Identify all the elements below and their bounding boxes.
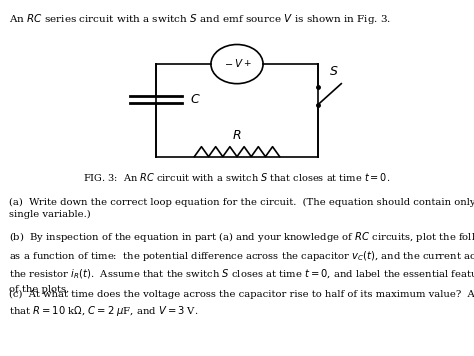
Text: (b)  By inspection of the equation in part (a) and your knowledge of $RC$ circui: (b) By inspection of the equation in par… [9,230,474,294]
Text: (a)  Write down the correct loop equation for the circuit.  (The equation should: (a) Write down the correct loop equation… [9,198,474,219]
Text: An $RC$ series circuit with a switch $S$ and emf source $V$ is shown in Fig. 3.: An $RC$ series circuit with a switch $S$… [9,12,392,26]
Text: $V$: $V$ [234,57,243,69]
Text: $C$: $C$ [190,93,201,106]
Text: $+$: $+$ [243,58,252,68]
Text: $R$: $R$ [232,129,242,142]
Text: (c)  At what time does the voltage across the capacitor rise to half of its maxi: (c) At what time does the voltage across… [9,290,474,318]
Text: $S$: $S$ [329,65,339,78]
Text: $-$: $-$ [224,59,233,68]
Text: FIG. 3:  An $RC$ circuit with a switch $S$ that closes at time $t = 0$.: FIG. 3: An $RC$ circuit with a switch $S… [83,171,391,183]
